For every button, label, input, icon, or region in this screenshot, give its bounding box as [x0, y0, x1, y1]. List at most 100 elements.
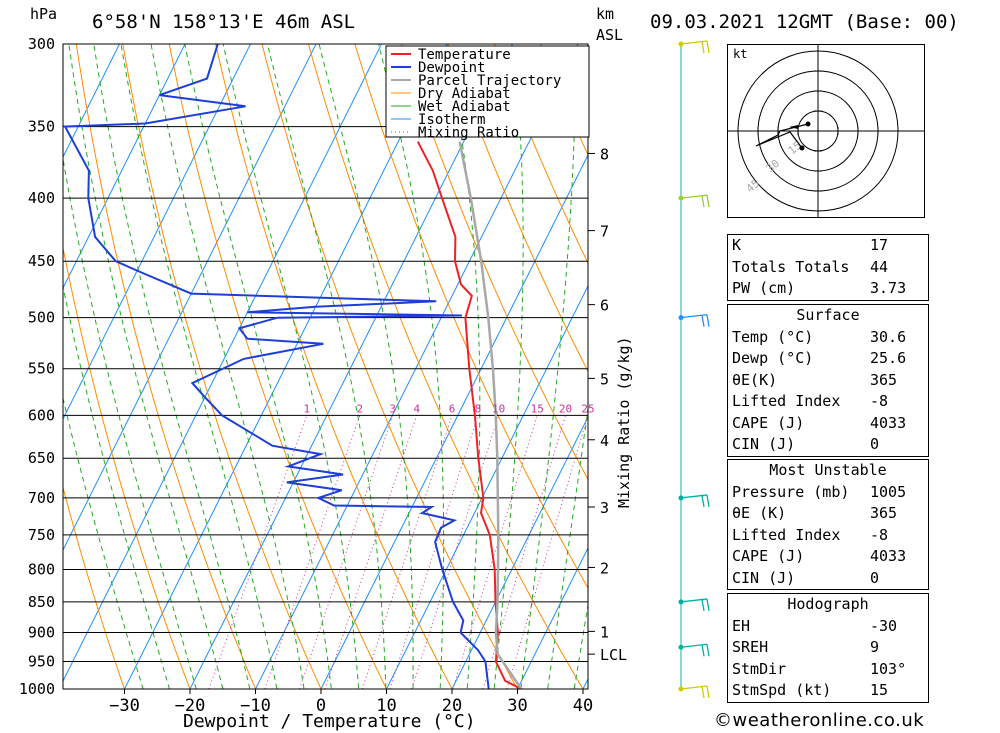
wet-adiabat-line: [222, 44, 360, 689]
wind-barb-flag: [701, 644, 705, 657]
dewpoint-profile-line: [63, 44, 490, 689]
dry-adiabat-line: [122, 44, 322, 689]
wind-barb-flag: [706, 494, 710, 508]
pressure-tick-label: 550: [28, 360, 55, 378]
isotherm-line: [63, 44, 383, 683]
sounding-profiles: [63, 44, 523, 689]
isotherm-line: [385, 284, 588, 689]
wind-barb-shaft: [680, 494, 708, 499]
mu-cin-row: CIN (J) 0: [732, 568, 880, 587]
temperature-tick-label: 10: [376, 696, 396, 716]
location-title: 6°58'N 158°13'E 46m ASL: [92, 11, 355, 33]
legend-dewpoint: Dewpoint: [418, 60, 485, 76]
hodograph-table: Hodograph EH -30 SREH 9 StmDir 103° StmSpd …: [727, 593, 929, 703]
mixing-ratio-label: 4: [414, 402, 421, 415]
wind-barb-shaft: [680, 685, 708, 690]
pw-row: PW (cm) 3.73: [732, 279, 907, 297]
pressure-tick-label: 350: [28, 118, 55, 136]
isotherm-line: [63, 44, 121, 159]
dry-adiabat-line: [989, 0, 1000, 715]
hodograph-storm-motion-icon: [789, 125, 798, 129]
legend: Temperature Dewpoint Parcel Trajectory D…: [385, 45, 590, 141]
wind-barb-flag: [706, 685, 710, 699]
surface-table: Surface Temp (°C) 30.6 Dewp (°C) 25.6 θE(K…: [727, 304, 929, 457]
wind-barb-flag: [701, 41, 705, 54]
mixing-ratio-label: 8: [475, 402, 482, 415]
wet-adiabat-line: [63, 284, 171, 689]
hodograph-ring-label-45: 45: [744, 177, 763, 195]
pressure-tick-label: 800: [28, 560, 55, 578]
wet-adiabat-line: [547, 404, 588, 689]
wind-barb-flag: [701, 195, 705, 208]
wet-adiabat-line: [266, 44, 387, 689]
wind-barb-shaft: [680, 194, 708, 199]
legend-temperature: Temperature: [418, 47, 511, 63]
isotherm-line: [63, 44, 186, 290]
mu-pressure-row: Pressure (mb) 1005: [732, 482, 907, 501]
wind-barb-flag: [706, 195, 710, 208]
mixing-ratio-label: 10: [492, 402, 505, 415]
surface-li-row: Lifted Index -8: [732, 392, 889, 410]
mu-theta-row: θE (K) 365: [732, 504, 898, 522]
indices-table: K 17 Totals Totals 44 PW (cm) 3.73: [727, 234, 929, 301]
most-unstable-table: Most Unstable Pressure (mb) 1005 θE (K) 36…: [727, 459, 929, 590]
copyright-text: ©weatheronline.co.uk: [714, 710, 925, 731]
legend-mixing-ratio: Mixing Ratio: [418, 125, 519, 141]
km-unit-label: km: [596, 5, 614, 23]
temperature-axis: −30 −20 −10 0 10 20 30 40: [109, 689, 593, 716]
isotherm-line: [320, 153, 588, 689]
surface-temp-row: Temp (°C) 30.6: [732, 327, 907, 346]
height-tick-label: 5: [600, 370, 609, 388]
temperature-tick-label: 0: [316, 696, 326, 716]
wind-barb-flag: [706, 644, 710, 657]
isotherm-line: [516, 546, 588, 689]
mixing-ratio-label: 1: [304, 402, 311, 415]
mixing-ratio-label: 15: [531, 402, 544, 415]
hodograph-title: Hodograph: [787, 595, 869, 613]
wet-adiabat-line: [378, 44, 445, 689]
pressure-tick-label: 500: [28, 309, 55, 327]
sreh-row: SREH 9: [732, 638, 880, 656]
mixing-ratio-label: 3: [389, 402, 396, 415]
height-tick-label: 1: [600, 623, 609, 641]
dry-adiabat-line: [168, 44, 388, 689]
legend-isotherm: Isotherm: [418, 112, 485, 128]
wind-barb-shaft: [680, 40, 708, 45]
temperature-tick-label: −20: [175, 696, 206, 716]
hodograph-plot: kt 15 30 45: [728, 45, 924, 217]
eh-row: EH -30: [732, 616, 898, 635]
dry-adiabat-line: [63, 485, 126, 689]
legend-dry-adiabat: Dry Adiabat: [418, 86, 511, 102]
pressure-tick-label: 850: [28, 593, 55, 611]
wind-barb-shaft: [680, 643, 708, 648]
mu-li-row: Lifted Index -8: [732, 525, 889, 544]
wet-adiabat-line: [63, 156, 197, 689]
surface-theta-row: θE(K) 365: [732, 370, 898, 389]
pressure-tick-label: 700: [28, 489, 55, 507]
surface-cin-row: CIN (J) 0: [732, 435, 880, 453]
wet-adiabat-line: [68, 44, 224, 689]
wind-barb-flag: [706, 314, 710, 327]
legend-wet-adiabat: Wet Adiabat: [418, 99, 511, 115]
pressure-tick-label: 300: [28, 35, 55, 53]
hodograph-panel: kt 15 30 45: [727, 44, 925, 218]
wind-barb-flag: [701, 495, 705, 508]
datetime-label: 09.03.2021 12GMT (Base: 00): [650, 11, 959, 33]
mixing-ratio-line: [389, 415, 479, 689]
wind-barb-column: [678, 40, 710, 699]
legend-parcel: Parcel Trajectory: [418, 73, 561, 89]
wind-barb-flag: [701, 599, 705, 612]
stmdir-row: StmDir 103°: [732, 659, 907, 678]
dry-adiabat-line: [945, 0, 1000, 715]
surface-title: Surface: [796, 306, 860, 324]
temperature-tick-label: −30: [109, 696, 140, 716]
wind-barb-shaft: [680, 598, 708, 603]
pressure-tick-label: 600: [28, 406, 55, 424]
pressure-unit-label: hPa: [30, 5, 57, 23]
stmspd-row: StmSpd (kt) 15: [732, 681, 889, 699]
height-tick-label: LCL: [600, 646, 627, 664]
isotherm-line: [63, 44, 317, 552]
dry-adiabat-line: [447, 44, 588, 373]
dry-adiabat-line: [493, 44, 588, 265]
